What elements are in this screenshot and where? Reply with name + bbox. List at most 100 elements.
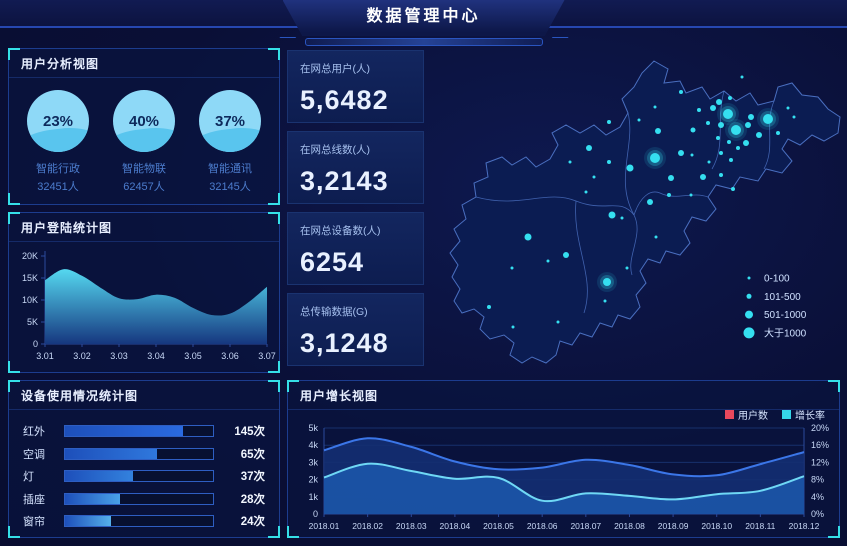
header-decoration: [304, 38, 543, 46]
map-dot-layer: [487, 75, 796, 329]
corner-bracket: [8, 48, 20, 60]
corner-bracket: [8, 380, 20, 392]
map-dot: [603, 278, 611, 286]
map-legend-label: 0-100: [764, 274, 790, 285]
growth-legend-item[interactable]: 增长率: [782, 407, 825, 422]
map-dot: [524, 233, 532, 241]
svg-text:3.07: 3.07: [258, 351, 276, 361]
svg-text:3k: 3k: [308, 457, 318, 467]
panel-title: 用户分析视图: [9, 49, 279, 78]
map-dot: [510, 266, 514, 270]
device-bar-track: [64, 425, 214, 437]
panel-title: 用户登陆统计图: [9, 213, 279, 242]
map-dot: [586, 145, 592, 151]
map-dot: [747, 276, 751, 280]
svg-text:2k: 2k: [308, 475, 318, 485]
map-legend: 0-100 101-500 501-1000 大于1000: [743, 274, 807, 339]
map-dot: [563, 252, 569, 258]
svg-text:2018.12: 2018.12: [789, 521, 820, 531]
svg-text:20%: 20%: [811, 423, 829, 433]
stat-label: 在网总用户(人): [300, 63, 370, 75]
map-dot: [745, 122, 751, 128]
map-dot: [743, 327, 755, 339]
device-value: 65次: [240, 448, 265, 461]
map-dot: [707, 160, 711, 164]
svg-text:2018.06: 2018.06: [527, 521, 558, 531]
svg-text:2018.07: 2018.07: [570, 521, 601, 531]
device-usage-row: 空调 65次: [23, 446, 265, 462]
gauge-count: 32145人: [209, 181, 251, 193]
svg-text:4%: 4%: [811, 492, 824, 502]
svg-text:5k: 5k: [308, 423, 318, 433]
panel-device-usage: 设备使用情况统计图 红外 145次 空调 65次灯 37次插座 28次窗帘 24次: [8, 380, 280, 538]
device-bar-fill: [65, 448, 157, 459]
map-dot: [592, 175, 596, 179]
map-dot: [719, 173, 723, 177]
svg-text:2018.10: 2018.10: [701, 521, 732, 531]
device-bar-track: [64, 515, 214, 527]
map-dot: [678, 150, 684, 156]
device-usage-row: 插座 28次: [23, 491, 265, 507]
growth-chart-legend: 用户数 增长率: [725, 407, 825, 422]
device-value: 24次: [240, 516, 265, 528]
device-bar-list: 红外 145次 空调 65次灯 37次插座 28次窗帘 24次: [9, 410, 279, 543]
corner-bracket: [8, 212, 20, 224]
svg-text:2018.01: 2018.01: [309, 521, 340, 531]
legend-label: 用户数: [738, 411, 768, 422]
map-dot: [654, 235, 658, 239]
map-dot: [792, 115, 796, 119]
map-dot: [584, 190, 588, 194]
map-dot: [745, 310, 753, 319]
map-dot: [667, 193, 671, 197]
map-dot: [620, 216, 624, 220]
map-dot: [727, 140, 731, 144]
panel-user-analysis: 用户分析视图 23% 智能行政 32451人 40% 智能物联 62457人 37% 智能通讯…: [8, 48, 280, 205]
map-outline: [449, 60, 841, 364]
stat-value: 3,1248: [300, 328, 389, 358]
corner-bracket: [268, 193, 280, 205]
map-dot: [689, 193, 693, 197]
device-usage-row: 红外 145次: [23, 423, 265, 439]
gauge-group: 23% 智能行政 32451人 40% 智能物联 62457人 37% 智能通讯 32145人: [9, 78, 279, 194]
region-bubble-map: 0-100 101-500 501-1000 大于1000: [449, 60, 841, 364]
device-value: 28次: [240, 493, 265, 506]
panel-title: 设备使用情况统计图: [9, 381, 279, 410]
device-usage-row: 灯 37次: [23, 468, 265, 484]
stat-label: 在网总设备数(人): [300, 225, 381, 237]
gauge-count: 62457人: [123, 181, 165, 193]
device-label: 插座: [23, 493, 45, 506]
stat-card: 在网总用户(人) 5,6482: [287, 50, 424, 123]
gauge-percent-value: 37%: [214, 112, 246, 130]
map-dot: [603, 299, 607, 303]
device-value: 145次: [234, 426, 265, 438]
svg-text:3.01: 3.01: [36, 351, 54, 361]
device-label: 空调: [23, 448, 45, 461]
svg-text:2018.11: 2018.11: [745, 521, 775, 531]
svg-text:2018.04: 2018.04: [440, 521, 471, 531]
svg-text:3.03: 3.03: [110, 351, 128, 361]
map-dot: [647, 199, 653, 205]
gauge-label: 智能通讯: [208, 163, 252, 175]
growth-legend-item[interactable]: 用户数: [725, 407, 768, 422]
legend-label: 增长率: [795, 411, 825, 422]
page-title: 数据管理中心: [366, 8, 481, 25]
map-dot: [637, 118, 641, 122]
map-dot: [700, 174, 706, 180]
device-bar-track: [64, 492, 214, 505]
map-dot: [776, 131, 780, 135]
device-usage-row: 窗帘 24次: [23, 513, 265, 529]
device-label: 灯: [23, 471, 34, 483]
map-dot: [690, 153, 694, 157]
gauge-label: 智能行政: [36, 163, 80, 175]
panel-login-stats: 用户登陆统计图 0 5K 10K 15K 20K 3.01 3.02 3.03 3.04 3.05…: [8, 212, 280, 373]
map-dot: [736, 146, 740, 150]
corner-bracket: [268, 526, 280, 538]
svg-text:2018.08: 2018.08: [614, 521, 645, 531]
svg-text:1k: 1k: [308, 492, 318, 502]
stat-value: 3,2143: [300, 166, 389, 196]
corner-bracket: [268, 48, 280, 60]
map-dot: [716, 99, 722, 105]
svg-text:5K: 5K: [27, 317, 38, 327]
gauge-circle: 37%: [199, 90, 261, 152]
liquid-gauge: 40% 智能物联 62457人: [102, 90, 186, 194]
